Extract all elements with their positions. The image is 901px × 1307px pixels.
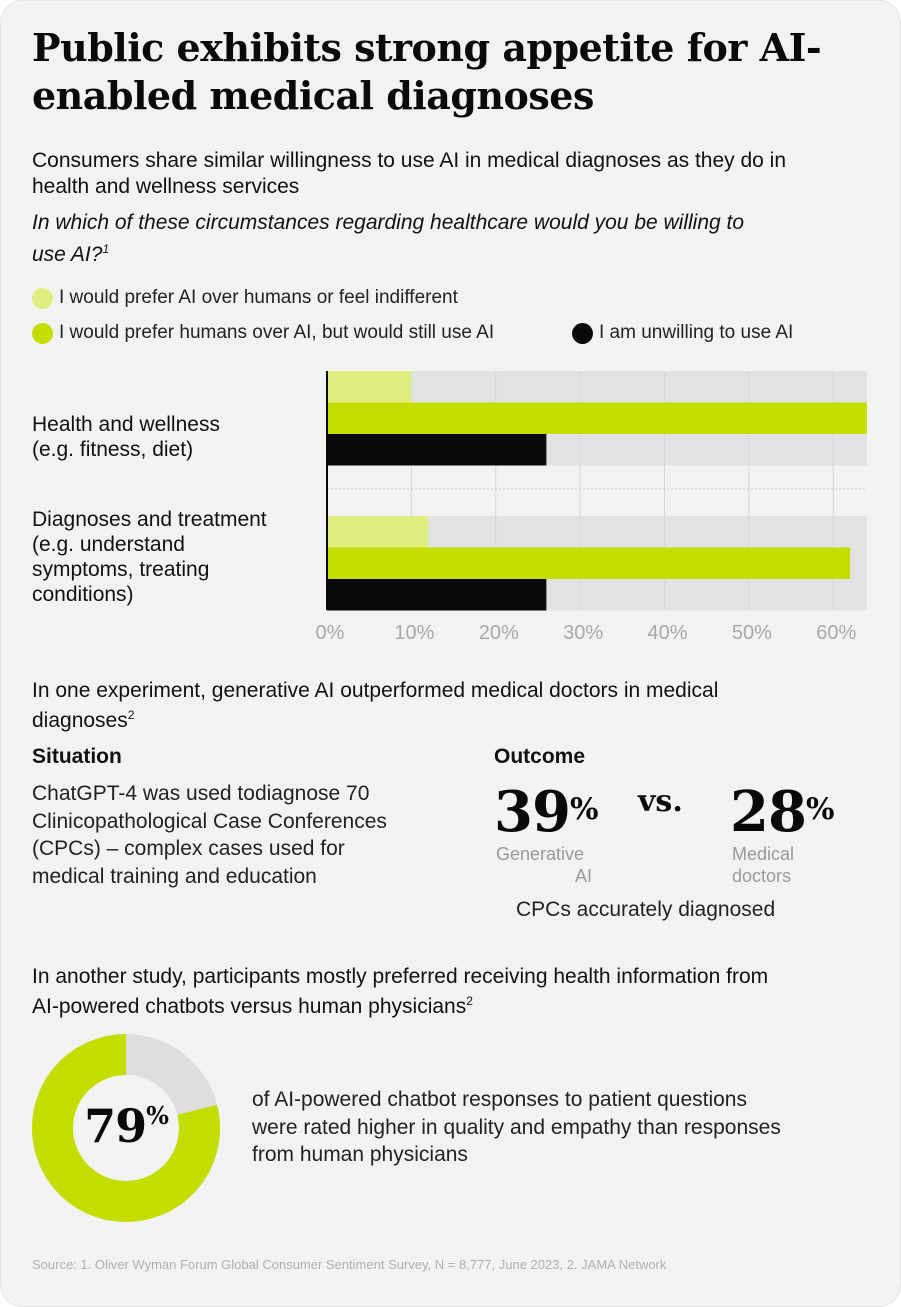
bar-0-0 [327, 371, 412, 403]
legend-swatch-light-green [32, 287, 53, 309]
bar-0-1 [327, 402, 867, 434]
x-tick-label: 40% [647, 622, 687, 644]
legend-swatch-black [572, 322, 593, 344]
experiment-title: In one experiment, generative AI outperf… [32, 678, 792, 733]
source-note: Source: 1. Oliver Wyman Forum Global Con… [32, 1257, 667, 1272]
donut-value-number: 79 [84, 1099, 147, 1153]
percent-sign: % [805, 792, 834, 827]
bar-1-1 [327, 547, 851, 579]
ai-label: Generative AI [496, 843, 592, 887]
legend-label: I would prefer humans over AI, but would… [59, 322, 495, 343]
x-tick-label: 10% [394, 622, 434, 644]
donut-chart [32, 1034, 220, 1222]
x-tick-label: 0% [316, 622, 345, 644]
x-tick-label: 30% [563, 622, 603, 644]
doctor-accuracy-number: 28 [730, 779, 807, 845]
chart-subtitle: Consumers share similar willingness to u… [32, 149, 787, 198]
donut-value: 79% [32, 1099, 220, 1153]
ai-accuracy-number: 39 [494, 779, 571, 845]
footnote-marker: 2 [127, 708, 135, 722]
x-tick-label: 50% [732, 622, 772, 644]
study-description: of AI-powered chatbot responses to patie… [252, 1088, 781, 1166]
outcome-label: Outcome [494, 745, 586, 768]
donut-arc-79 [32, 1034, 220, 1222]
study-title-text: In another study, participants mostly pr… [32, 965, 769, 1018]
doctor-label-line-1: Medical [732, 844, 795, 864]
ai-label-line-1: Generative [496, 844, 585, 864]
x-tick-label: 60% [816, 622, 856, 644]
doctor-label: Medical doctors [732, 843, 794, 887]
percent-sign: % [146, 1101, 169, 1130]
bar-0-2 [327, 434, 547, 466]
bar-1-0 [327, 516, 429, 548]
legend-swatch-green [32, 322, 53, 344]
situation-text: ChatGPT-4 was used todiagnose 70 Clinico… [32, 782, 387, 888]
bar-chart: 0% 10% 20% 30% 40% 50% 60% [316, 371, 867, 644]
category-label-diagnoses-treatment: Diagnoses and treatment (e.g. understand… [32, 508, 267, 606]
survey-question-text: In which of these circumstances regardin… [32, 211, 745, 266]
vs-label: vs. [638, 784, 683, 819]
footnote-marker: 2 [466, 994, 473, 1008]
percent-sign: % [569, 792, 598, 827]
category-label-health-wellness: Health and wellness (e.g. fitness, diet) [32, 413, 220, 461]
survey-question: In which of these circumstances regardin… [32, 210, 772, 268]
doctor-label-line-2: doctors [732, 866, 792, 886]
footnote-marker: 1 [102, 242, 110, 256]
ai-label-line-2: AI [574, 866, 592, 886]
legend-item-prefer-ai: I would prefer AI over humans or feel in… [32, 286, 458, 310]
x-tick-label: 20% [479, 622, 519, 644]
bar-1-2 [327, 579, 547, 611]
legend-label: I would prefer AI over humans or feel in… [59, 287, 458, 308]
study-title: In another study, participants mostly pr… [32, 964, 792, 1019]
legend-item-prefer-humans: I would prefer humans over AI, but would… [32, 321, 494, 345]
doctor-accuracy-value: 28% [730, 779, 834, 845]
ai-accuracy-value: 39% [494, 779, 598, 845]
page-title: Public exhibits strong appetite for AI-e… [32, 25, 822, 118]
outcome-caption: CPCs accurately diagnosed [516, 898, 776, 921]
experiment-title-text: In one experiment, generative AI outperf… [32, 679, 719, 732]
legend-item-unwilling: I am unwilling to use AI [572, 321, 793, 345]
situation-label: Situation [32, 745, 122, 768]
legend-label: I am unwilling to use AI [599, 322, 794, 343]
